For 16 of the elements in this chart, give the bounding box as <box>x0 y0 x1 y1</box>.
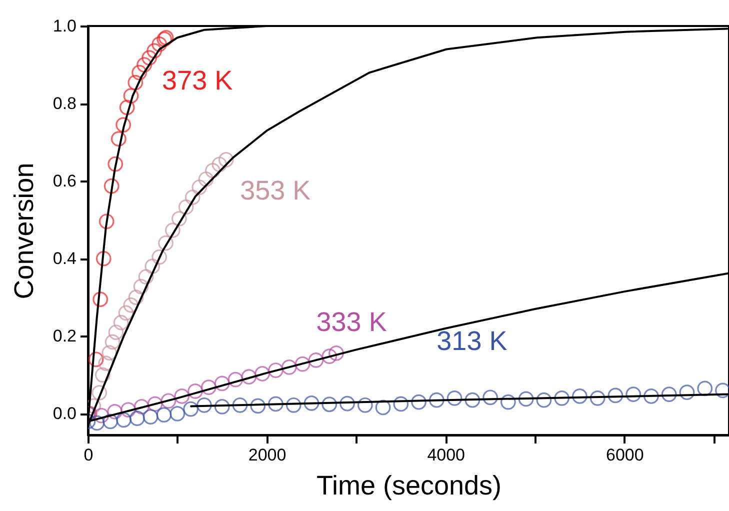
y-axis-title: Conversion <box>8 162 39 300</box>
x-tick-label: 6000 <box>606 446 644 464</box>
series-label: 373 K <box>162 66 233 96</box>
x-tick-label: 4000 <box>427 446 466 464</box>
y-tick-label: 0.2 <box>52 326 76 346</box>
series-label: 313 K <box>436 326 508 356</box>
series-label: 333 K <box>316 307 387 338</box>
x-tick-label: 2000 <box>248 446 286 464</box>
y-tick-label: 0.4 <box>52 249 76 268</box>
series-label: 353 K <box>240 176 311 206</box>
y-tick-label: 0.0 <box>52 404 76 424</box>
x-axis-title: Time (seconds) <box>316 470 502 500</box>
y-tick-label: 0.8 <box>52 94 76 114</box>
x-tick-label: 0 <box>84 446 94 464</box>
y-tick-label: 1.0 <box>52 16 76 36</box>
y-tick-label: 0.6 <box>52 172 76 191</box>
